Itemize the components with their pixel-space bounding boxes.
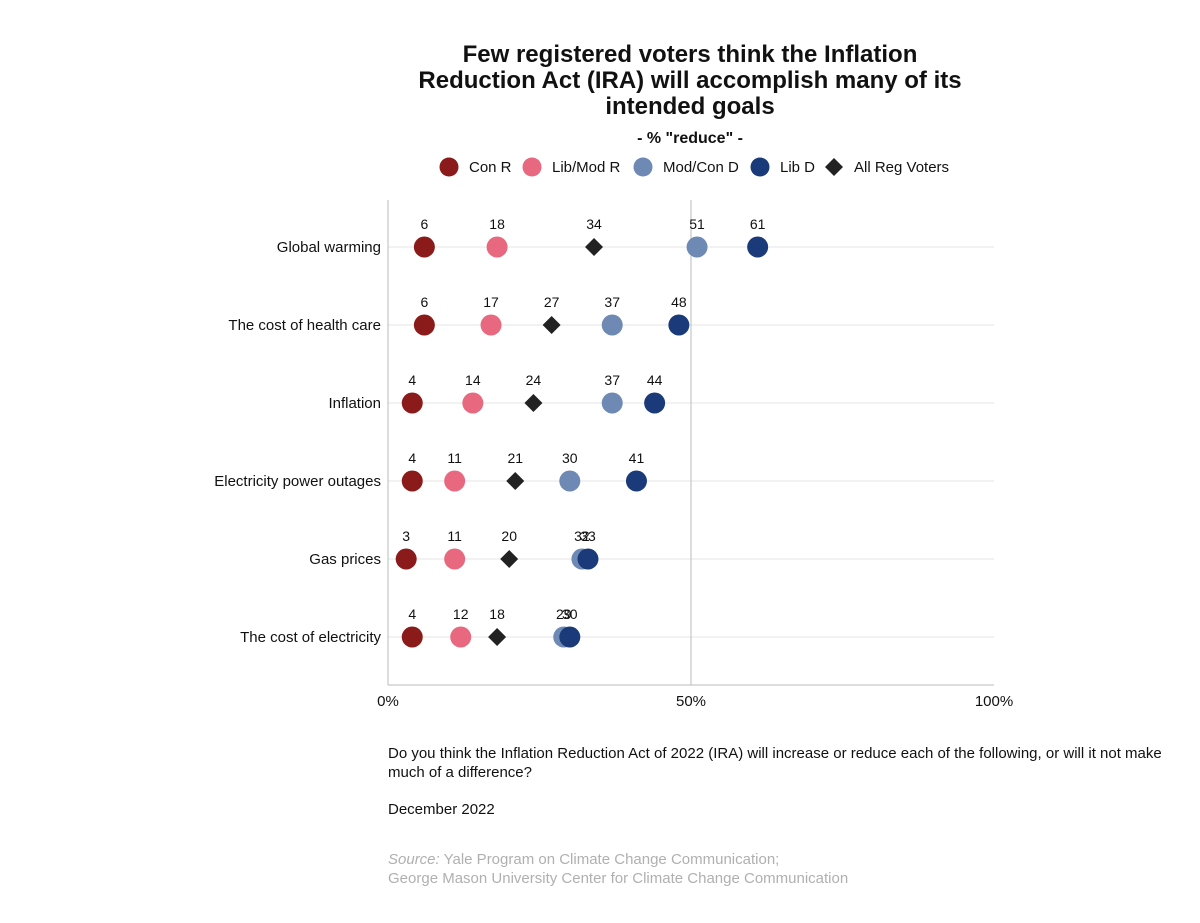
data-label: 30 <box>562 606 578 622</box>
legend-marker-circle <box>439 157 459 177</box>
source-line-1: Yale Program on Climate Change Communica… <box>443 851 780 868</box>
survey-question: Do you think the Inflation Reduction Act… <box>388 745 1162 781</box>
plot-area: 0% 50% 100% Global warming The cost of healt… <box>214 200 1013 710</box>
category-label: Electricity power outages <box>214 473 381 490</box>
data-point <box>577 548 599 570</box>
data-label: 21 <box>507 450 523 466</box>
data-label: 4 <box>408 450 416 466</box>
x-tick-label: 100% <box>975 693 1013 710</box>
legend-label: Lib D <box>780 159 815 176</box>
data-point-all-voters <box>585 238 604 256</box>
data-point <box>401 626 423 648</box>
data-point <box>686 236 708 258</box>
x-tick-label: 50% <box>676 693 706 710</box>
data-label: 12 <box>453 606 469 622</box>
data-point-all-voters <box>500 550 519 568</box>
data-label: 27 <box>544 294 560 310</box>
data-label: 44 <box>647 372 663 388</box>
data-label: 30 <box>562 450 578 466</box>
data-point <box>413 314 435 336</box>
x-tick-label: 0% <box>377 693 399 710</box>
data-label: 32 <box>574 528 590 544</box>
data-point <box>450 626 472 648</box>
data-label: 18 <box>489 606 505 622</box>
data-point <box>444 548 466 570</box>
chart-title-line: Few registered voters think the Inflatio… <box>463 41 918 68</box>
data-label: 11 <box>447 450 462 466</box>
data-label: 48 <box>671 294 687 310</box>
category-label: Global warming <box>277 239 381 256</box>
data-point <box>747 236 769 258</box>
data-label: 34 <box>586 216 602 232</box>
data-label: 6 <box>420 216 428 232</box>
data-point <box>395 548 417 570</box>
data-label: 14 <box>465 372 481 388</box>
data-point <box>644 392 666 414</box>
chart-subtitle: - % "reduce" - <box>637 130 743 147</box>
data-point <box>444 470 466 492</box>
legend-label: Lib/Mod R <box>552 159 621 176</box>
data-label: 61 <box>750 216 766 232</box>
data-label: 3 <box>402 528 410 544</box>
chart-title: Few registered voters think the Inflatio… <box>418 41 961 120</box>
data-label: 20 <box>501 528 517 544</box>
data-label: 41 <box>629 450 645 466</box>
survey-date: December 2022 <box>388 801 495 818</box>
legend-marker-diamond <box>825 158 843 176</box>
data-label: 37 <box>604 294 620 310</box>
data-label: 29 <box>556 606 572 622</box>
data-label: 6 <box>420 294 428 310</box>
data-point <box>480 314 502 336</box>
legend-label: Mod/Con D <box>663 159 739 176</box>
source-line-2: George Mason University Center for Clima… <box>388 870 849 887</box>
data-point-all-voters <box>506 472 525 490</box>
legend-label: All Reg Voters <box>854 159 949 176</box>
data-label: 4 <box>408 606 416 622</box>
source-prefix: Source: <box>388 851 440 868</box>
legend-label: Con R <box>469 159 512 176</box>
data-label: 18 <box>489 216 505 232</box>
category-label: Gas prices <box>309 551 381 568</box>
legend-marker-circle <box>522 157 542 177</box>
source-note: Source: Yale Program on Climate Change C… <box>388 850 848 888</box>
data-point-all-voters <box>542 316 561 334</box>
category-label: The cost of health care <box>228 317 381 334</box>
chart-title-line: Reduction Act (IRA) will accomplish many… <box>418 67 961 94</box>
data-point <box>462 392 484 414</box>
data-label: 4 <box>408 372 416 388</box>
category-label: The cost of electricity <box>240 629 381 646</box>
data-point <box>668 314 690 336</box>
chart-title-line: intended goals <box>605 93 774 120</box>
data-point <box>601 392 623 414</box>
data-point <box>559 470 581 492</box>
data-label: 11 <box>447 528 462 544</box>
data-point <box>401 470 423 492</box>
data-point <box>401 392 423 414</box>
data-point <box>486 236 508 258</box>
data-label: 24 <box>526 372 542 388</box>
legend: Con R Lib/Mod R Mod/Con D Lib D All Reg Vote… <box>439 157 949 177</box>
category-label: Inflation <box>328 395 381 412</box>
data-point <box>559 626 581 648</box>
data-label: 33 <box>580 528 596 544</box>
legend-marker-circle <box>750 157 770 177</box>
data-label: 51 <box>689 216 705 232</box>
data-point-all-voters <box>488 628 507 646</box>
legend-marker-circle <box>633 157 653 177</box>
data-point <box>625 470 647 492</box>
data-point-all-voters <box>524 394 543 412</box>
data-label: 37 <box>604 372 620 388</box>
data-point <box>413 236 435 258</box>
data-point <box>601 314 623 336</box>
data-label: 17 <box>483 294 499 310</box>
